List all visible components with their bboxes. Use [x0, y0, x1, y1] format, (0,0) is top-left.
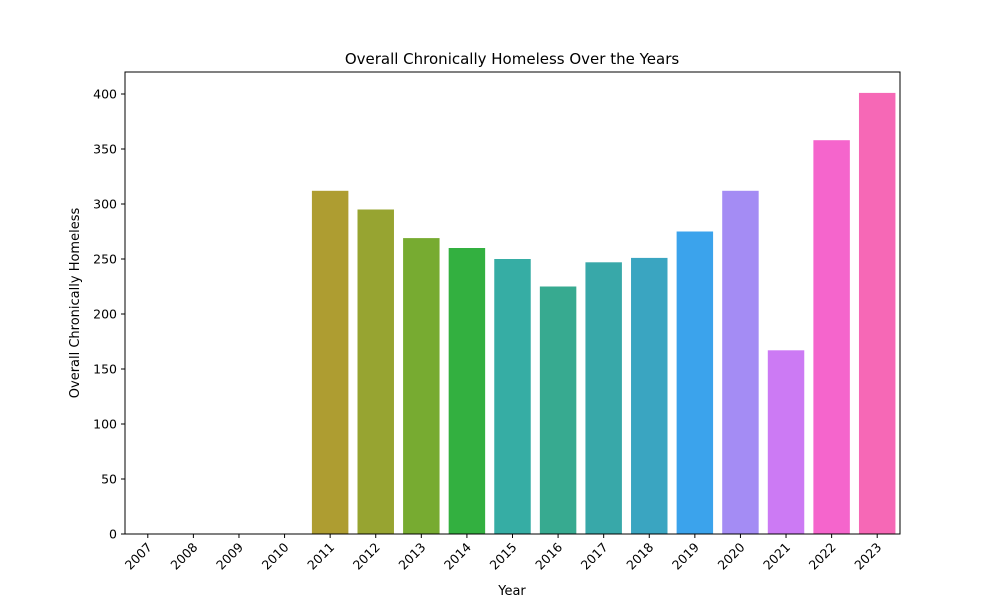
y-tick-label: 300 — [93, 197, 117, 212]
bar-2013 — [403, 238, 440, 534]
y-tick-label: 400 — [93, 87, 117, 102]
bar-2011 — [311, 190, 349, 535]
x-tick-label: 2013 — [395, 540, 428, 573]
x-tick-label: 2022 — [806, 540, 839, 573]
bar-2021 — [767, 350, 805, 534]
x-tick-label: 2015 — [487, 540, 520, 573]
bar-2023 — [858, 92, 896, 535]
x-tick-label: 2019 — [669, 539, 702, 572]
x-axis-label: Year — [497, 584, 526, 599]
chart-title: Overall Chronically Homeless Over the Ye… — [345, 50, 680, 68]
y-tick-label: 200 — [93, 307, 117, 322]
bar-2019 — [676, 231, 714, 534]
x-tick-label: 2016 — [532, 539, 565, 572]
y-axis-label: Overall Chronically Homeless — [68, 208, 83, 399]
y-tick-label: 250 — [93, 252, 117, 267]
x-axis: 2007 2008 2009 2010 2011 2012 2013 2014 2015 2016… — [122, 534, 884, 573]
x-tick-label: 2011 — [304, 540, 337, 573]
x-tick-label: 2014 — [441, 539, 474, 572]
x-tick-label: 2017 — [578, 540, 611, 573]
bar-2022 — [813, 140, 850, 534]
y-axis: 0 50 100 150 200 250 300 350 400 — [93, 87, 125, 542]
x-tick-label: 2007 — [122, 540, 155, 573]
y-tick-label: 100 — [93, 417, 117, 432]
bar-2014 — [448, 248, 486, 534]
x-tick-label: 2023 — [851, 540, 884, 573]
x-tick-label: 2021 — [760, 540, 793, 573]
bar-2017 — [585, 262, 622, 534]
y-tick-label: 50 — [101, 472, 117, 487]
bar-2018 — [631, 257, 668, 534]
x-tick-label: 2020 — [714, 539, 747, 572]
bars-group — [311, 92, 896, 535]
x-tick-label: 2008 — [167, 539, 200, 572]
x-tick-label: 2010 — [259, 539, 292, 572]
y-tick-label: 150 — [93, 362, 117, 377]
x-tick-label: 2018 — [623, 539, 656, 572]
x-tick-label: 2012 — [350, 540, 383, 573]
bar-2020 — [722, 190, 759, 535]
bar-2012 — [357, 209, 394, 534]
x-tick-label: 2009 — [213, 539, 246, 572]
y-tick-label: 350 — [93, 142, 117, 157]
bar-2016 — [539, 286, 577, 534]
y-tick-label: 0 — [109, 527, 117, 542]
bar-2015 — [494, 259, 531, 534]
plot-frame — [124, 71, 901, 535]
